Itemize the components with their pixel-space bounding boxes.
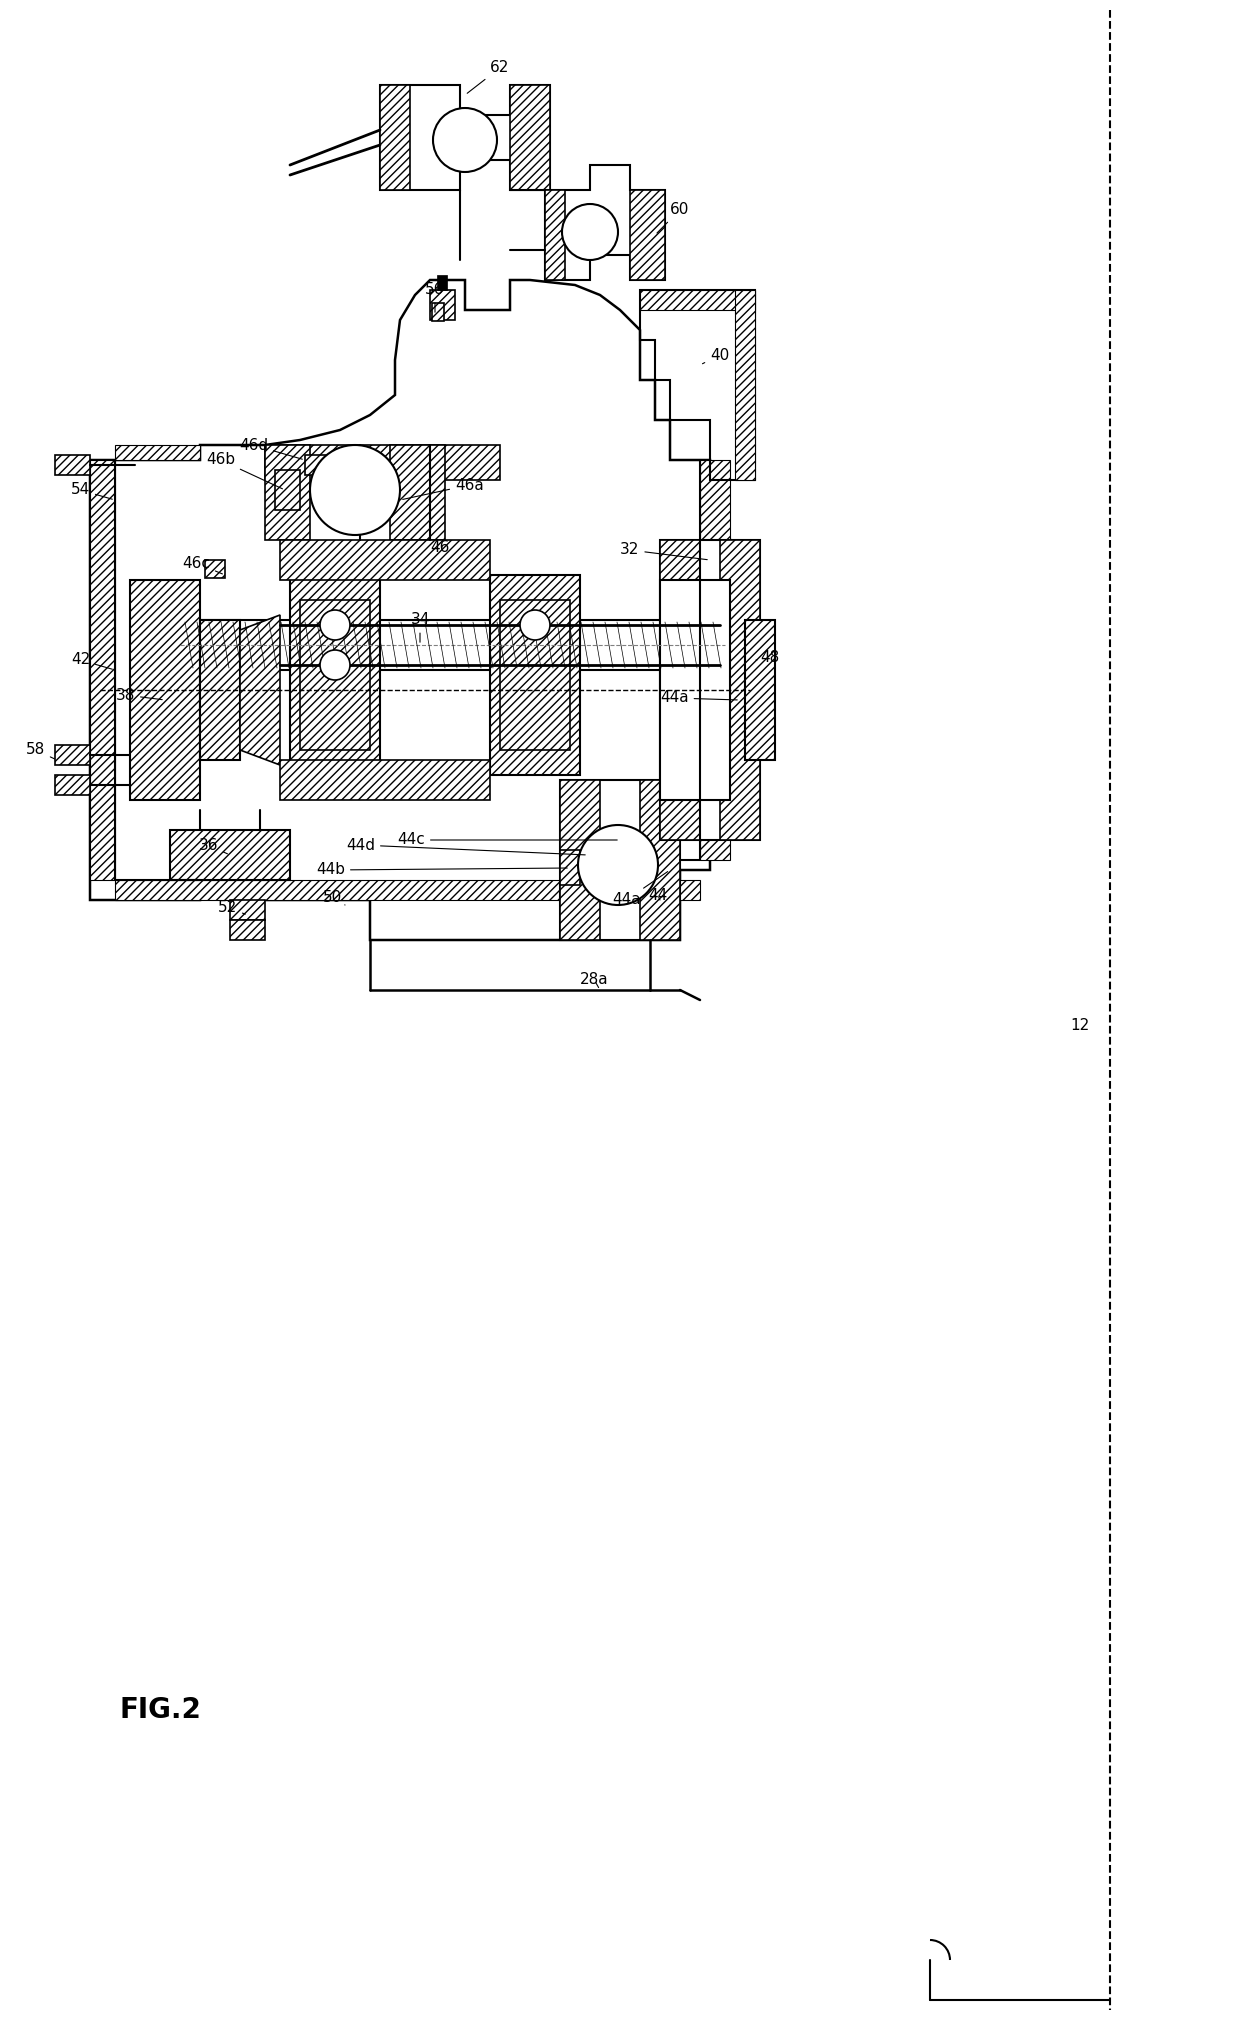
Text: 60: 60	[657, 202, 689, 232]
Bar	[432, 303, 444, 321]
Polygon shape	[510, 85, 551, 190]
Polygon shape	[640, 780, 680, 940]
Text: 34: 34	[410, 612, 430, 643]
Polygon shape	[275, 471, 300, 509]
Polygon shape	[265, 445, 310, 540]
Polygon shape	[660, 540, 701, 841]
Bar	[205, 560, 224, 578]
Text: 46a: 46a	[403, 477, 484, 499]
Circle shape	[320, 610, 350, 641]
Polygon shape	[379, 85, 410, 190]
Polygon shape	[280, 760, 490, 800]
Polygon shape	[300, 600, 370, 750]
Text: 48: 48	[756, 651, 779, 665]
Text: 54: 54	[71, 483, 113, 499]
Text: 28a: 28a	[580, 972, 609, 988]
Circle shape	[433, 107, 497, 172]
Bar	[229, 899, 265, 920]
Polygon shape	[115, 879, 701, 899]
Bar	[55, 455, 91, 475]
Text: 46b: 46b	[206, 453, 283, 489]
Bar	[180, 620, 725, 671]
Circle shape	[520, 610, 551, 641]
Text: 44: 44	[649, 887, 667, 903]
Polygon shape	[660, 540, 760, 841]
Text: 52: 52	[218, 901, 246, 916]
Polygon shape	[720, 540, 760, 841]
Polygon shape	[290, 576, 379, 774]
Polygon shape	[379, 85, 551, 190]
Polygon shape	[701, 461, 730, 861]
Text: 46d: 46d	[239, 437, 303, 459]
Text: 32: 32	[620, 542, 707, 560]
Text: 44a: 44a	[613, 871, 667, 907]
Text: 12: 12	[1070, 1017, 1090, 1033]
Text: 44a: 44a	[660, 691, 738, 705]
Text: 44b: 44b	[316, 863, 567, 877]
Polygon shape	[130, 580, 200, 800]
Text: 44d: 44d	[346, 837, 585, 855]
Polygon shape	[265, 445, 500, 481]
Text: 62: 62	[467, 61, 510, 93]
Bar	[436, 275, 446, 289]
Bar	[55, 746, 91, 766]
Text: 38: 38	[115, 687, 162, 703]
Polygon shape	[91, 461, 115, 879]
Text: FIG.2: FIG.2	[119, 1696, 201, 1724]
Text: 50: 50	[322, 891, 345, 905]
Circle shape	[578, 825, 658, 905]
Bar	[55, 774, 91, 794]
Polygon shape	[660, 580, 730, 800]
Text: 44c: 44c	[397, 833, 618, 847]
Polygon shape	[500, 600, 570, 750]
Bar	[229, 920, 265, 940]
Text: 36: 36	[198, 837, 227, 853]
Polygon shape	[735, 289, 755, 481]
Polygon shape	[640, 289, 755, 309]
Text: 46: 46	[430, 540, 450, 556]
Polygon shape	[305, 455, 330, 475]
Circle shape	[320, 651, 350, 679]
Circle shape	[562, 204, 618, 261]
Polygon shape	[280, 540, 490, 580]
Polygon shape	[630, 190, 665, 281]
Polygon shape	[391, 445, 445, 540]
Circle shape	[310, 445, 401, 536]
Polygon shape	[170, 831, 290, 879]
Polygon shape	[200, 620, 241, 760]
Polygon shape	[430, 289, 455, 319]
Polygon shape	[580, 855, 600, 869]
Text: 42: 42	[71, 653, 113, 669]
Polygon shape	[241, 614, 280, 766]
Polygon shape	[560, 780, 600, 940]
Bar	[745, 620, 775, 760]
Text: 46c: 46c	[182, 556, 222, 574]
Text: 58: 58	[26, 742, 55, 758]
Polygon shape	[560, 780, 680, 940]
Polygon shape	[490, 576, 580, 774]
Text: 40: 40	[703, 348, 729, 364]
Text: 56: 56	[425, 283, 445, 311]
Polygon shape	[115, 445, 200, 461]
Polygon shape	[546, 166, 665, 281]
Polygon shape	[546, 190, 565, 281]
Polygon shape	[560, 851, 580, 885]
